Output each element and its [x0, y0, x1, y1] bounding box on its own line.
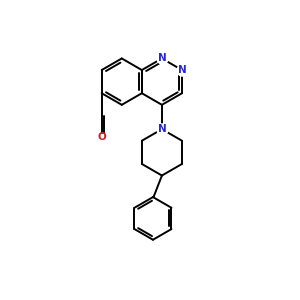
- Text: N: N: [178, 65, 186, 75]
- Text: O: O: [97, 132, 106, 142]
- Text: N: N: [158, 53, 166, 64]
- Text: N: N: [158, 124, 166, 134]
